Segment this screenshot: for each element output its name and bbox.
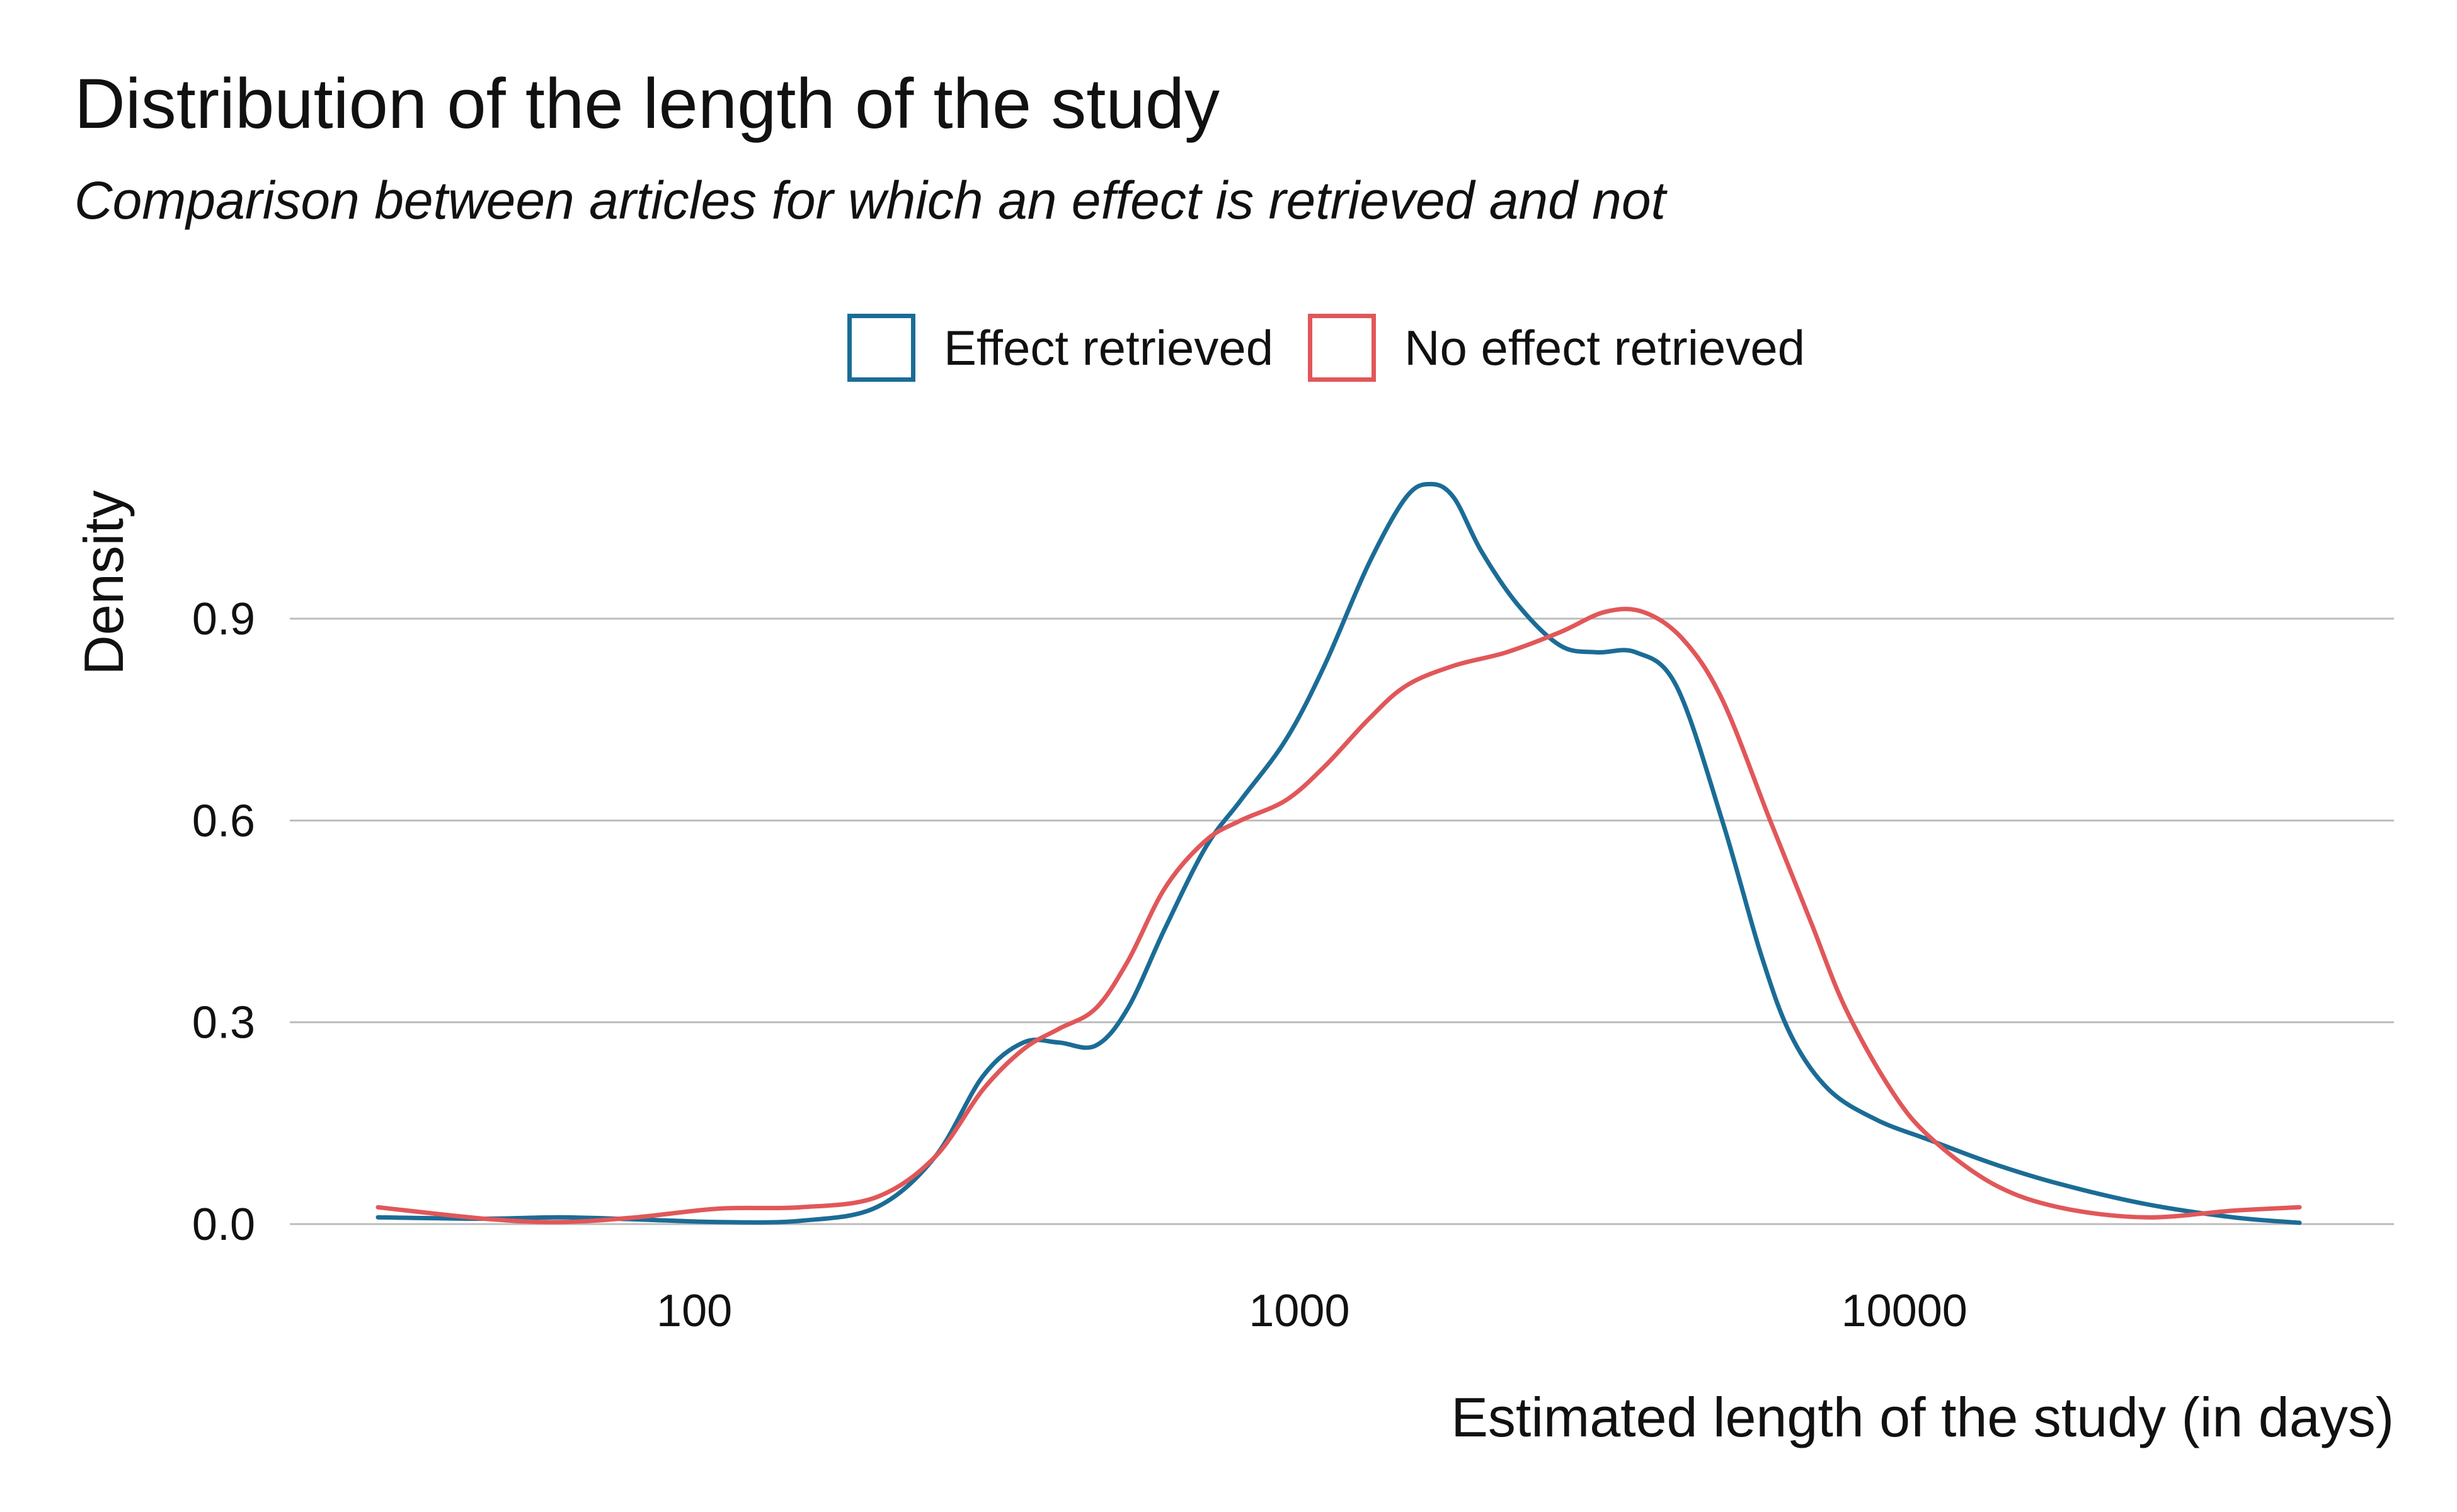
x-tick-label: 10000: [1841, 1286, 1967, 1336]
y-tick-label: 0.3: [192, 998, 255, 1048]
chart-subtitle: Comparison between articles for which an…: [74, 171, 1666, 230]
legend-key-effect-retrieved: [847, 314, 915, 382]
effect-retrieved-line: [375, 481, 2302, 1225]
no-effect-retrieved-line: [375, 607, 2302, 1225]
x-tick-labels: 100 1000 10000: [656, 1286, 1967, 1336]
density-lines: [375, 481, 2302, 1225]
y-tick-label: 0.0: [192, 1200, 255, 1250]
x-axis-title: Estimated length of the study (in days): [1451, 1386, 2394, 1448]
y-tick-label: 0.9: [192, 594, 255, 644]
legend-item-effect-retrieved: Effect retrieved: [847, 314, 1273, 382]
y-tick-labels: 0.0 0.3 0.6 0.9: [192, 594, 255, 1250]
x-tick-label: 1000: [1249, 1286, 1349, 1336]
legend: Effect retrieved No effect retrieved: [847, 310, 1840, 386]
gridlines: [290, 617, 2394, 1225]
x-tick-label: 100: [656, 1286, 732, 1336]
y-tick-label: 0.6: [192, 796, 255, 846]
legend-item-no-effect-retrieved: No effect retrieved: [1308, 314, 1805, 382]
legend-key-no-effect-retrieved: [1308, 314, 1377, 382]
legend-label-effect-retrieved: Effect retrieved: [944, 319, 1274, 375]
legend-label-no-effect-retrieved: No effect retrieved: [1404, 319, 1806, 375]
y-axis-title: Density: [72, 490, 135, 675]
chart-title: Distribution of the length of the study: [74, 64, 1220, 143]
